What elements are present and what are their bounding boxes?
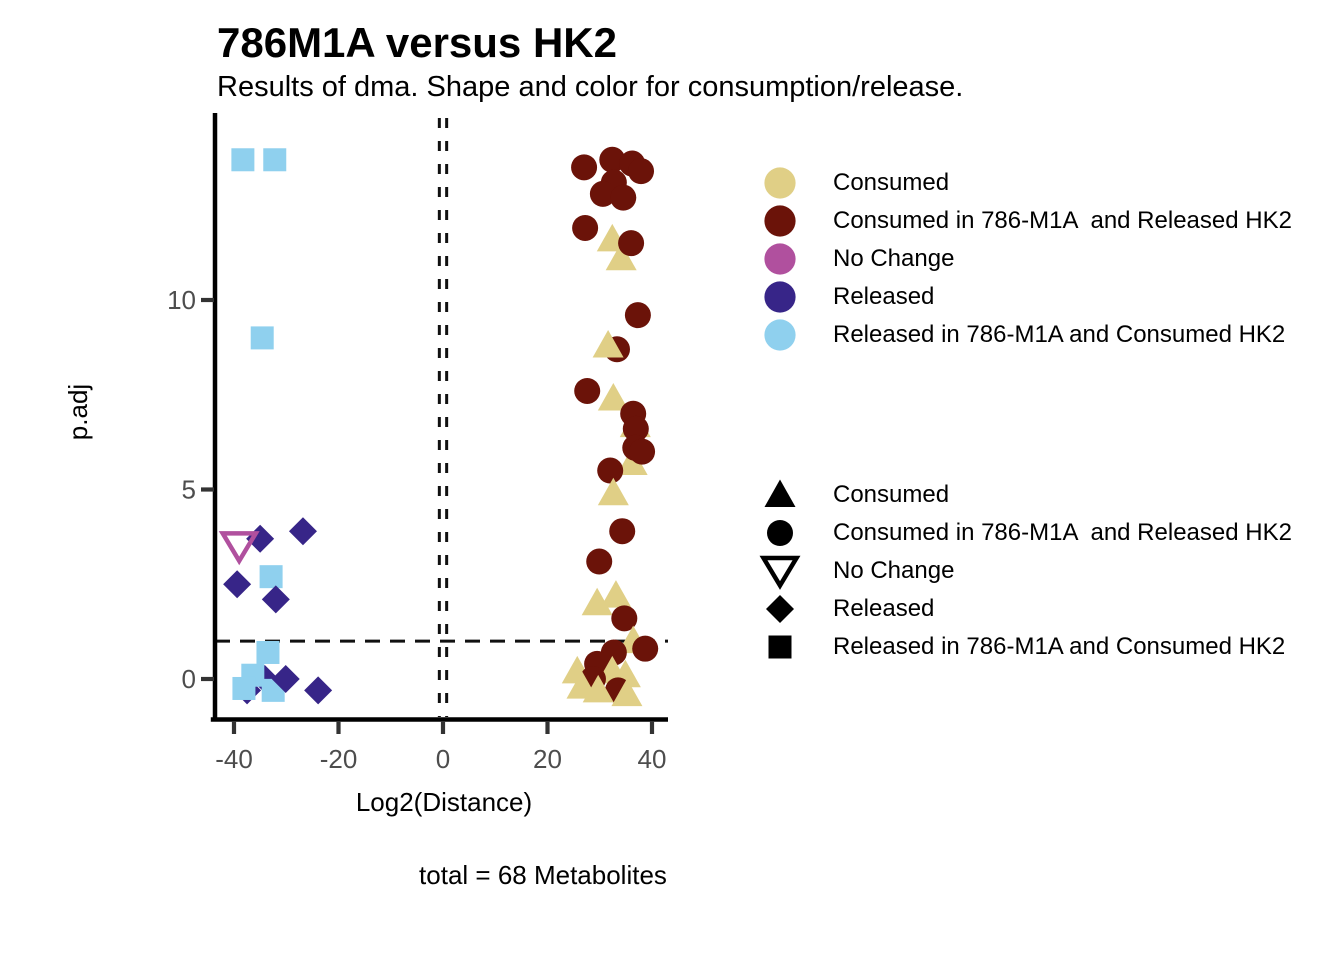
data-point xyxy=(622,415,649,442)
chart-title: 786M1A versus HK2 xyxy=(217,19,617,66)
data-point xyxy=(611,605,638,632)
data-point xyxy=(632,635,659,662)
legend-color-swatch xyxy=(764,281,796,313)
data-point xyxy=(218,531,260,566)
data-point xyxy=(597,457,624,484)
data-point xyxy=(589,180,616,207)
legend-color-swatch xyxy=(764,319,796,351)
data-point xyxy=(223,570,252,599)
data-point xyxy=(581,587,613,616)
data-point xyxy=(618,230,645,257)
legend-square-icon xyxy=(768,635,792,659)
legend-label: Released in 786-M1A and Consumed HK2 xyxy=(833,321,1286,348)
x-tick-label: -40 xyxy=(215,744,253,774)
data-point xyxy=(628,158,655,185)
x-axis-title: Log2(Distance) xyxy=(355,787,533,817)
data-point xyxy=(624,302,651,329)
data-point xyxy=(571,154,598,181)
y-tick-label: 5 xyxy=(182,475,196,505)
legend-color-swatch xyxy=(764,167,796,199)
legend-label: No Change xyxy=(833,245,955,272)
data-point xyxy=(259,565,283,589)
data-point xyxy=(605,242,637,271)
data-point xyxy=(611,678,643,707)
legend-item: No Change xyxy=(752,240,1292,278)
data-point xyxy=(592,329,624,358)
color-legend: Consumed Consumed in 786-M1A and Released… xyxy=(752,164,1292,354)
legend-item: Consumed xyxy=(752,476,1292,514)
data-point xyxy=(574,377,601,404)
data-point xyxy=(610,184,637,211)
legend-label: Consumed in 786-M1A and Released HK2 xyxy=(833,207,1292,234)
legend-item: Consumed in 786-M1A and Released HK2 xyxy=(752,202,1292,240)
x-tick-label: -20 xyxy=(320,744,358,774)
legend-label: Released xyxy=(833,595,935,622)
legend-triangle-icon xyxy=(764,479,796,507)
legend-label: Consumed xyxy=(833,169,950,196)
legend-circle-icon xyxy=(767,520,793,546)
legend-color-swatch xyxy=(764,243,796,275)
x-tick-label: 20 xyxy=(533,744,562,774)
data-point xyxy=(582,674,614,703)
data-point xyxy=(616,447,648,475)
data-point xyxy=(288,517,317,546)
data-point xyxy=(271,665,300,693)
y-tick-label: 10 xyxy=(167,285,196,315)
data-point xyxy=(256,640,280,664)
legend-item: Consumed xyxy=(752,164,1292,202)
data-point xyxy=(304,676,333,705)
legend-diamond-icon xyxy=(766,595,794,623)
x-tick-label: 0 xyxy=(436,744,450,774)
data-point xyxy=(609,518,636,545)
legend-item: Released in 786-M1A and Consumed HK2 xyxy=(752,628,1292,666)
data-point xyxy=(597,383,629,411)
shape-legend: Consumed Consumed in 786-M1A and Released… xyxy=(752,476,1292,666)
total-caption: total = 68 Metabolites xyxy=(419,860,667,890)
legend-label: Consumed in 786-M1A and Released HK2 xyxy=(833,519,1292,546)
legend-label: No Change xyxy=(833,557,955,584)
data-point xyxy=(231,148,255,172)
legend-triangle-down-open-icon xyxy=(759,555,801,590)
legend-label: Consumed xyxy=(833,481,950,508)
data-point xyxy=(600,580,632,608)
legend-item: Consumed in 786-M1A and Released HK2 xyxy=(752,514,1292,552)
chart-subtitle: Results of dma. Shape and color for cons… xyxy=(217,71,964,103)
legend-label: Released xyxy=(833,283,935,310)
data-point xyxy=(261,585,290,614)
data-point xyxy=(586,548,613,575)
legend-label: Released in 786-M1A and Consumed HK2 xyxy=(833,633,1286,660)
x-tick-label: 40 xyxy=(638,744,667,774)
y-tick-label: 0 xyxy=(182,664,196,694)
data-point xyxy=(250,326,274,350)
data-point xyxy=(572,214,599,241)
data-point xyxy=(599,146,626,173)
legend-item: Released xyxy=(752,278,1292,316)
data-point xyxy=(232,676,256,700)
legend-item: No Change xyxy=(752,552,1292,590)
legend-item: Released in 786-M1A and Consumed HK2 xyxy=(752,316,1292,354)
data-point xyxy=(597,477,629,506)
legend-item: Released xyxy=(752,590,1292,628)
data-point xyxy=(629,438,656,465)
legend-color-swatch xyxy=(764,205,796,237)
data-point xyxy=(263,148,287,172)
